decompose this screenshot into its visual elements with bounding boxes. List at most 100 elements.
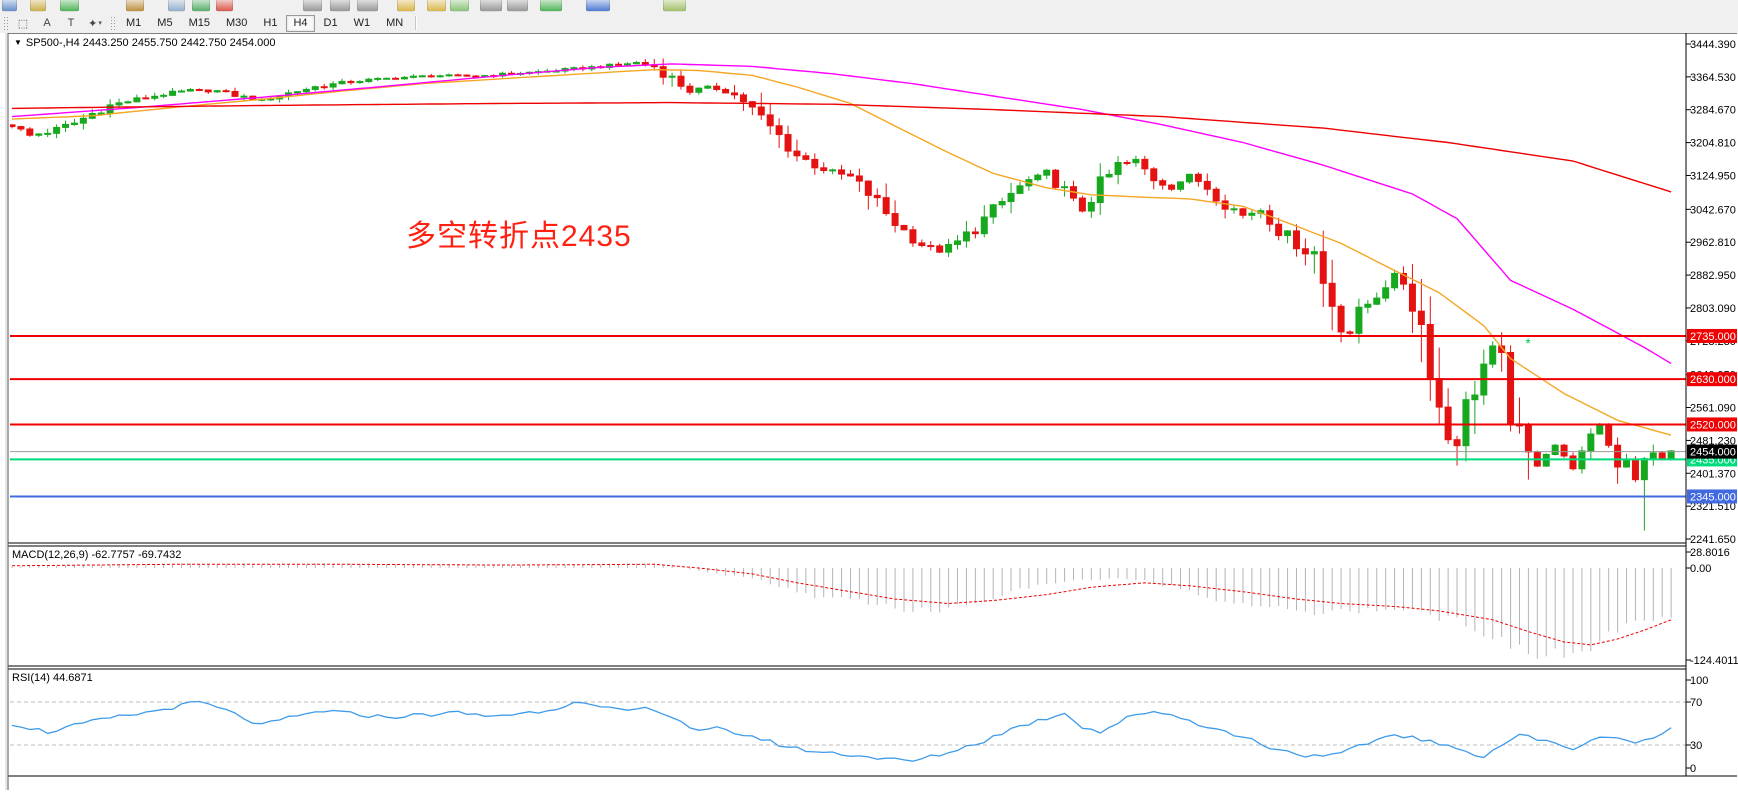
candle — [1507, 351, 1515, 425]
candle — [1185, 173, 1193, 183]
candle — [1551, 444, 1559, 455]
candle — [17, 126, 25, 130]
candle — [124, 101, 132, 104]
candle — [927, 245, 935, 248]
hsplit-icon[interactable] — [303, 0, 322, 12]
grid-icon[interactable] — [663, 0, 686, 12]
globe-icon[interactable] — [586, 0, 610, 12]
candle — [1230, 208, 1238, 211]
add-icon[interactable] — [540, 0, 562, 12]
candle — [222, 90, 230, 93]
edit-icon-2[interactable] — [427, 0, 446, 12]
price-badge-2345.000 — [1687, 489, 1737, 504]
price-tick-label: 3042.670 — [1690, 204, 1736, 216]
hsplit-icon-3[interactable] — [357, 0, 378, 12]
text-box-icon[interactable]: T — [67, 17, 75, 29]
candle — [766, 114, 774, 127]
chevron-down-icon[interactable]: ▼ — [14, 38, 22, 47]
candle — [142, 97, 150, 100]
candle — [240, 95, 248, 98]
candle — [1435, 378, 1443, 408]
price-tick-label: 2241.650 — [1690, 534, 1736, 546]
rsi-label: RSI(14) 44.6871 — [12, 672, 93, 684]
letter-a-icon[interactable]: A — [43, 17, 51, 29]
candle — [365, 78, 373, 83]
candle — [1560, 444, 1568, 457]
candle — [454, 74, 462, 77]
price-tick-label: 3364.530 — [1690, 72, 1736, 84]
candle — [329, 83, 337, 88]
timeframe-button-mn[interactable]: MN — [379, 15, 410, 32]
timeframe-button-h1[interactable]: H1 — [256, 15, 284, 32]
print-icon[interactable] — [168, 0, 185, 12]
candle — [302, 88, 310, 93]
candle — [632, 61, 640, 65]
candle — [623, 63, 631, 66]
new-chart-icon[interactable] — [60, 0, 79, 12]
navigate-icon[interactable] — [192, 0, 210, 12]
candle — [186, 88, 194, 92]
candle — [1301, 248, 1309, 255]
candle — [392, 77, 400, 80]
hsplit-icon-5[interactable] — [507, 0, 528, 12]
candle — [1221, 200, 1229, 210]
macd-histogram — [11, 563, 1672, 659]
shapes-icon[interactable]: ✦ ▾ — [88, 17, 102, 30]
candle — [1391, 272, 1399, 289]
candle — [1640, 458, 1648, 481]
price-tick-label: 3204.810 — [1690, 138, 1736, 150]
rsi-axis-label: 0 — [1690, 763, 1696, 775]
stop-icon[interactable] — [216, 0, 233, 12]
candle — [320, 86, 328, 89]
price-tick-label: 3284.670 — [1690, 105, 1736, 117]
candle — [962, 231, 970, 242]
timeframe-button-m30[interactable]: M30 — [219, 15, 254, 32]
template-icon[interactable] — [126, 0, 144, 12]
chevron-down-icon[interactable]: ▾ — [98, 20, 102, 27]
hsplit-icon-4[interactable] — [480, 0, 502, 12]
candle — [802, 155, 810, 160]
candle — [1007, 192, 1015, 203]
candle — [722, 88, 730, 94]
candle — [1141, 158, 1149, 170]
chart-window-icon[interactable] — [2, 0, 17, 12]
candle — [918, 242, 926, 247]
candle — [677, 75, 685, 87]
candle — [1489, 345, 1497, 365]
timeframe-button-h4[interactable]: H4 — [286, 14, 315, 32]
edit-icon[interactable] — [397, 0, 415, 12]
timeframe-button-m5[interactable]: M5 — [150, 15, 179, 32]
candle — [615, 63, 623, 66]
candle — [97, 112, 105, 115]
palette-icon[interactable] — [450, 0, 469, 12]
zoom-icon[interactable] — [30, 0, 46, 12]
timeframe-button-w1[interactable]: W1 — [347, 15, 378, 32]
timeframe-button-d1[interactable]: D1 — [317, 15, 345, 32]
toolbar-drag-handle[interactable] — [3, 16, 8, 30]
candle — [62, 123, 70, 128]
grid-snap-icon[interactable]: ⬚ — [17, 17, 29, 30]
price-badge-text: 2735.000 — [1690, 331, 1736, 343]
price-tick-label: 3124.950 — [1690, 170, 1736, 182]
candle — [1177, 181, 1185, 190]
timeframe-button-m15[interactable]: M15 — [182, 15, 217, 32]
candle — [427, 75, 435, 78]
candle — [1364, 303, 1372, 308]
candle — [231, 90, 239, 97]
candle — [1114, 161, 1122, 175]
candle — [1623, 459, 1631, 468]
candle — [1096, 176, 1104, 203]
ma-line-magenta — [11, 63, 1672, 365]
candle — [1337, 305, 1345, 333]
candle — [838, 169, 846, 175]
timeframe-button-m1[interactable]: M1 — [119, 15, 148, 32]
candle — [1052, 169, 1060, 188]
candle — [169, 90, 177, 96]
hsplit-icon-2[interactable] — [330, 0, 350, 12]
candle — [855, 175, 863, 182]
candle — [160, 94, 168, 97]
candle — [1400, 272, 1408, 285]
toolbar-drag-handle[interactable] — [110, 16, 115, 30]
